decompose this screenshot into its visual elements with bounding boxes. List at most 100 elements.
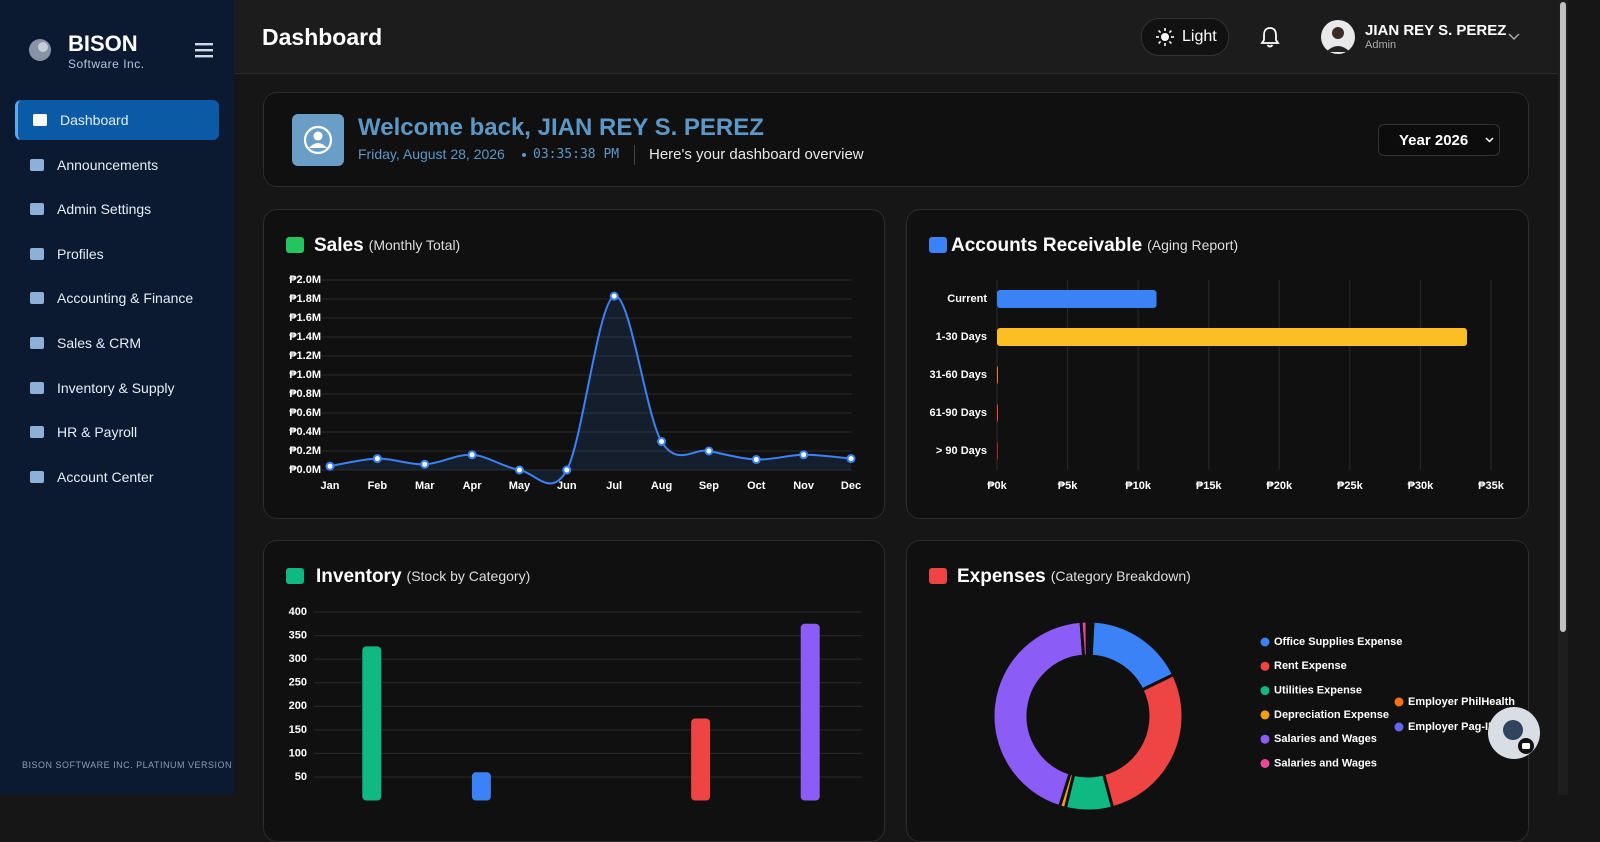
legend-label: Office Supplies Expense: [1274, 636, 1402, 648]
expenses-chart: Expenses (Category Breakdown) Office Suppl…: [929, 566, 1515, 813]
nav-icon: [30, 337, 44, 349]
area: [330, 296, 851, 484]
y-tick-label: ₱0.6M: [289, 407, 321, 419]
y-tick-label: ₱0.0M: [289, 464, 321, 476]
point: [325, 461, 335, 471]
nav-icon: [30, 470, 44, 483]
legend-label: Depreciation Expense: [1274, 709, 1389, 721]
legend-swatch: [1260, 734, 1270, 744]
sidebar: BISON Software Inc. Dashboard Announcemen…: [0, 0, 234, 795]
avatar[interactable]: [1321, 20, 1355, 54]
point: [846, 454, 856, 464]
brand: BISON: [68, 31, 138, 56]
legend-swatch: [1260, 759, 1270, 768]
x-tick-label: Sep: [699, 480, 719, 492]
x-tick-label: ₱25k: [1337, 480, 1364, 492]
x-tick-label: ₱20k: [1266, 480, 1293, 492]
nav-label: Inventory & Supply: [57, 379, 175, 396]
y-tick-label: > 90 Days: [936, 445, 987, 457]
bell[interactable]: [1260, 26, 1280, 48]
overview-note: Here's your dashboard overview: [649, 146, 864, 163]
point: [372, 454, 382, 464]
point: [562, 465, 572, 475]
legend-label: Rent Expense: [1274, 660, 1347, 672]
topbar: Dashboard Light JIAN REY S. PEREZ Admin: [234, 0, 1558, 74]
bar: [997, 404, 998, 422]
nav-label: Announcements: [57, 156, 159, 173]
chart-subtitle: (Stock by Category): [407, 568, 531, 584]
chart-icon: [286, 568, 304, 584]
point: [420, 459, 430, 469]
bar: [997, 290, 1157, 308]
chart-icon: [929, 568, 947, 584]
nav-item[interactable]: HR & Payroll: [15, 412, 219, 452]
nav-item[interactable]: Accounting & Finance: [15, 278, 219, 318]
y-tick-label: 150: [289, 724, 307, 736]
footer: BISON SOFTWARE INC. PLATINUM VERSION: [22, 760, 233, 770]
x-tick-label: Dec: [841, 480, 861, 492]
chart-title: Accounts Receivable: [951, 235, 1142, 256]
chart-title: Sales: [314, 235, 364, 256]
y-tick-label: ₱1.6M: [289, 312, 321, 324]
chat-button[interactable]: [1487, 706, 1543, 762]
y-tick-label: 250: [289, 677, 307, 689]
legend-label: Employer Pag-IBIG: [1408, 721, 1508, 733]
nav-item[interactable]: Inventory & Supply: [15, 368, 219, 408]
chart-title: Expenses: [957, 566, 1046, 587]
y-tick-label: 300: [289, 653, 307, 665]
nav-item[interactable]: Dashboard: [15, 100, 219, 140]
x-tick-label: Apr: [463, 480, 483, 492]
bar: [362, 646, 382, 801]
inventory-card: Inventory (Stock by Category) 50 100 150 200 2…: [263, 540, 885, 842]
menu-toggle[interactable]: [195, 42, 213, 58]
chart-icon: [929, 237, 947, 253]
chart-header: Sales (Monthly Total): [314, 235, 460, 256]
legend-swatch: [1394, 722, 1404, 732]
x-tick-label: Jun: [557, 480, 577, 492]
year-select[interactable]: Year 2026: [1378, 124, 1500, 156]
nav-label: Admin Settings: [57, 201, 152, 218]
legend-label: Employer PhilHealth: [1408, 696, 1515, 708]
theme-label: Light: [1182, 28, 1217, 45]
legend-label: Salaries and Wages: [1274, 733, 1377, 745]
bar: [997, 328, 1468, 346]
nav-item[interactable]: Account Center: [15, 457, 219, 497]
nav-label: HR & Payroll: [57, 424, 138, 441]
page-title: Dashboard: [262, 24, 383, 50]
x-tick-label: ₱30k: [1408, 480, 1435, 492]
nav-label: Sales & CRM: [57, 335, 142, 351]
nav-item[interactable]: Announcements: [15, 145, 219, 185]
y-tick-label: 31-60 Days: [930, 369, 988, 381]
theme-toggle[interactable]: Light: [1141, 18, 1229, 56]
user-menu[interactable]: [1508, 33, 1520, 41]
nav-label: Account Center: [57, 468, 154, 485]
x-tick-label: Feb: [368, 480, 388, 492]
x-tick-label: Nov: [793, 480, 815, 492]
brand-sub: Software Inc.: [68, 57, 145, 71]
y-tick-label: ₱0.2M: [289, 445, 321, 457]
nav-item[interactable]: Sales & CRM: [15, 323, 219, 363]
y-tick-label: 400: [289, 606, 307, 618]
bar: [471, 772, 491, 801]
y-tick-label: 61-90 Days: [930, 407, 988, 419]
x-tick-label: ₱5k: [1058, 480, 1078, 492]
y-tick-label: ₱1.2M: [289, 350, 321, 362]
bar: [800, 623, 820, 801]
chart-header: Expenses (Category Breakdown): [957, 566, 1191, 587]
chart-header: Accounts Receivable (Aging Report): [951, 235, 1238, 256]
sales-card: Sales (Monthly Total) ₱0.0M ₱0.2M ₱0.4M ₱0.6M…: [263, 209, 885, 519]
nav-item[interactable]: Profiles: [15, 234, 219, 274]
y-tick-label: ₱2.0M: [289, 274, 321, 286]
legend-label: Salaries and Wages: [1274, 757, 1377, 769]
point: [704, 446, 714, 456]
y-tick-label: ₱1.8M: [289, 293, 321, 305]
scrollbar[interactable]: [1558, 0, 1568, 795]
x-tick-label: ₱35k: [1478, 480, 1505, 492]
nav-icon: [30, 158, 44, 171]
nav-item[interactable]: Admin Settings: [15, 189, 219, 229]
chart-title: Inventory: [316, 566, 402, 587]
ar-card: Accounts Receivable (Aging Report) ₱0k ₱5k ₱…: [906, 209, 1529, 519]
sun-icon: [1156, 28, 1174, 46]
legend-swatch: [1260, 710, 1270, 720]
